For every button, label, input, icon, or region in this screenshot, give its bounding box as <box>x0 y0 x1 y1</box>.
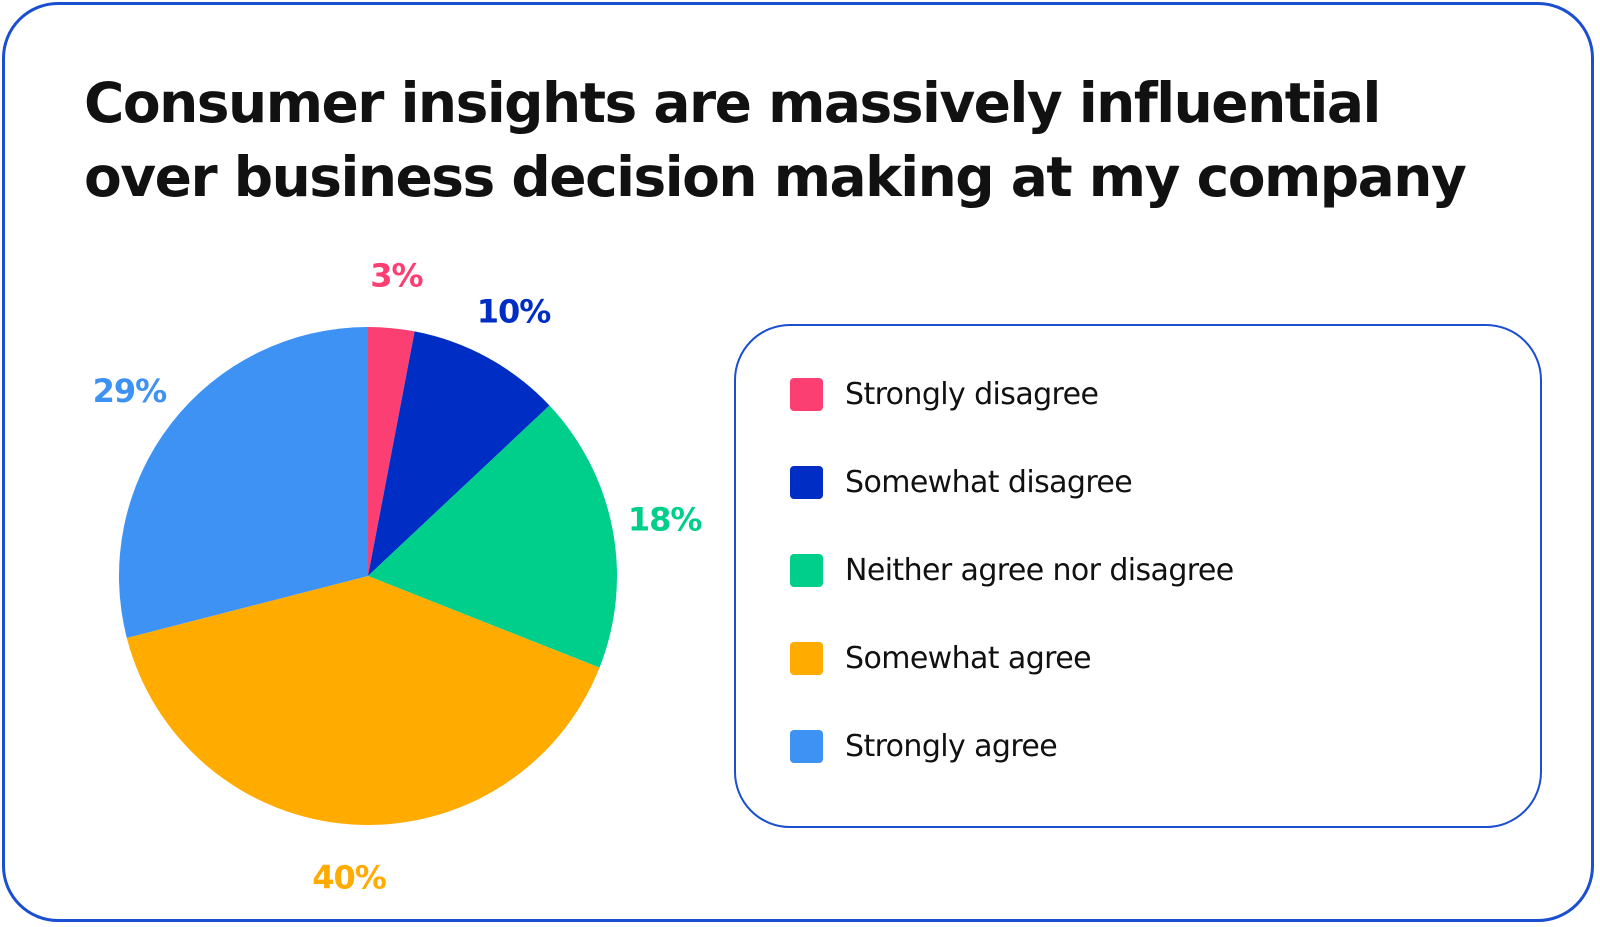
pie-label-strongly-agree: 29% <box>93 372 168 410</box>
legend-swatch <box>790 553 823 587</box>
legend-swatch <box>790 377 823 411</box>
legend-swatch <box>790 729 823 763</box>
pie-label-somewhat-disagree: 10% <box>477 292 552 330</box>
legend: Strongly disagree Somewhat disagree Neit… <box>734 324 1542 828</box>
pie-slice-somewhat-disagree <box>368 331 550 576</box>
legend-item-somewhat-disagree: Somewhat disagree <box>790 462 1133 502</box>
legend-item-somewhat-agree: Somewhat agree <box>790 638 1092 678</box>
legend-label: Neither agree nor disagree <box>845 552 1234 588</box>
legend-swatch <box>790 641 823 675</box>
legend-item-strongly-disagree: Strongly disagree <box>790 374 1099 414</box>
pie-slice-strongly-agree <box>119 326 368 638</box>
legend-label: Somewhat agree <box>845 640 1092 676</box>
pie-slices <box>119 326 617 825</box>
pie-label-strongly-disagree: 3% <box>370 256 423 294</box>
pie-slice-strongly-disagree <box>368 327 415 576</box>
pie-slice-somewhat-agree <box>126 576 600 825</box>
pie-label-neither-agree-nor-disagree: 18% <box>628 500 703 538</box>
chart-title: Consumer insights are massively influent… <box>84 71 1467 209</box>
legend-item-strongly-agree: Strongly agree <box>790 726 1058 766</box>
legend-label: Strongly disagree <box>845 376 1099 412</box>
pie-slice-neither-agree-nor-disagree <box>368 405 617 668</box>
legend-label: Somewhat disagree <box>845 464 1133 500</box>
pie-data-labels: 3% 10% 18% 40% 29% <box>93 256 704 896</box>
legend-item-neither: Neither agree nor disagree <box>790 550 1234 590</box>
legend-swatch <box>790 465 823 499</box>
pie-label-somewhat-agree: 40% <box>312 858 387 896</box>
legend-label: Strongly agree <box>845 728 1058 764</box>
